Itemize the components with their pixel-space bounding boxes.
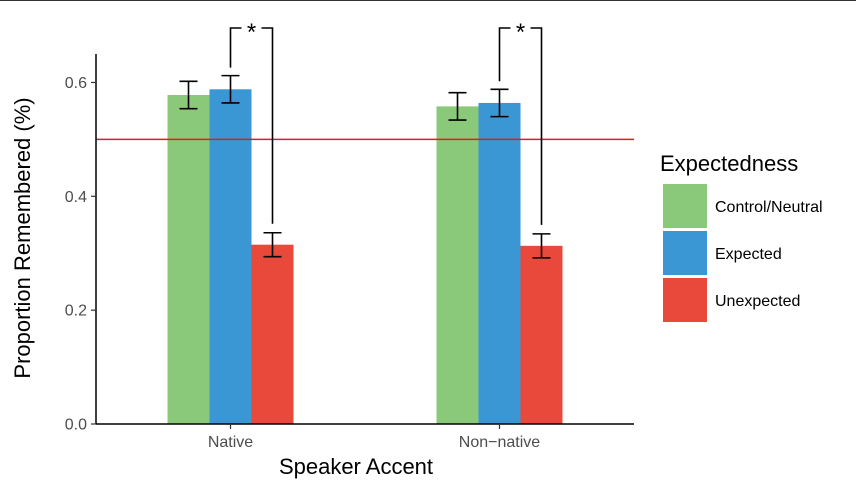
legend-title: Expectedness — [660, 151, 798, 176]
significance-label-bg — [241, 14, 262, 34]
y-tick-label: 0.2 — [65, 303, 87, 320]
y-tick-label: 0.4 — [65, 189, 87, 206]
significance-label: * — [516, 19, 525, 46]
significance-label-bg — [510, 14, 531, 34]
y-axis-title: Proportion Remembered (%) — [10, 97, 35, 378]
bar — [251, 244, 294, 424]
legend-label: Expected — [715, 246, 782, 263]
legend-key — [663, 278, 707, 322]
legend: Expectedness Control/Neutral Expected Unex… — [660, 151, 823, 322]
bar — [520, 245, 563, 424]
x-ticks: Native Non−native — [208, 424, 540, 451]
y-ticks: 0.0 0.2 0.4 0.6 — [65, 75, 96, 434]
significance-layer: * * — [229, 14, 543, 225]
bar — [167, 94, 210, 424]
legend-key — [663, 231, 707, 275]
y-tick-label: 0.6 — [65, 75, 87, 92]
legend-key — [663, 184, 707, 228]
y-tick-label: 0.0 — [65, 417, 87, 434]
bars-layer — [167, 89, 563, 425]
bar — [436, 106, 479, 424]
legend-label: Unexpected — [715, 293, 800, 310]
significance-label: * — [247, 19, 256, 46]
errorbars-layer — [179, 74, 551, 259]
bar — [478, 102, 521, 424]
legend-items: Control/Neutral Expected Unexpected — [663, 184, 823, 322]
x-axis-title: Speaker Accent — [279, 454, 433, 479]
legend-label: Control/Neutral — [715, 199, 823, 216]
x-tick-label: Native — [208, 434, 253, 451]
bar — [209, 89, 252, 425]
x-tick-label: Non−native — [459, 434, 540, 451]
